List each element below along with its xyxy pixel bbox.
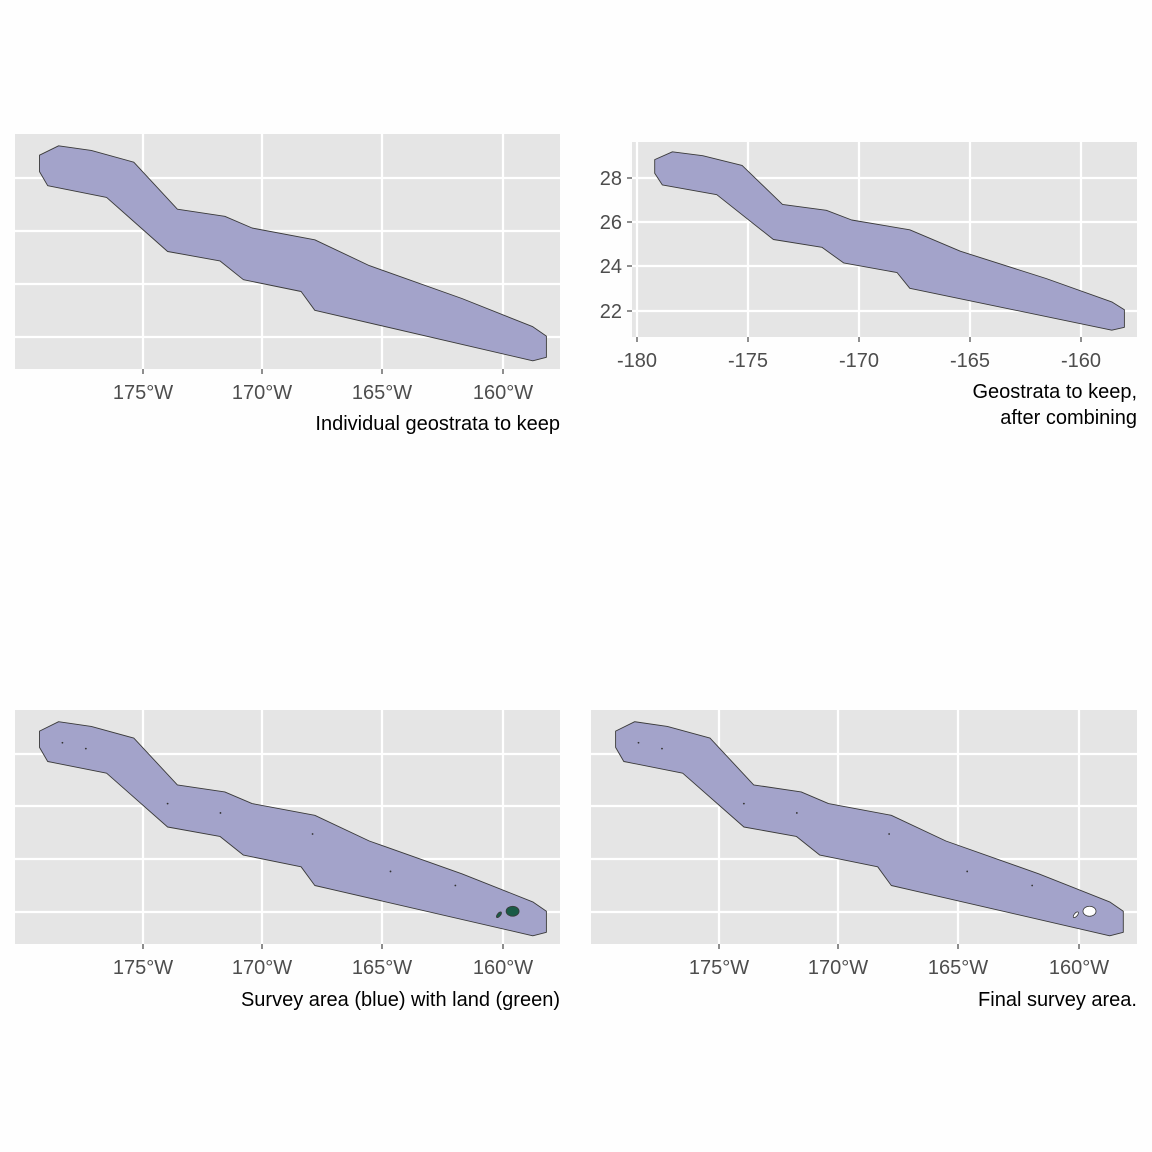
x-tick-label: 160°W xyxy=(1049,957,1109,979)
survey-area-polygon xyxy=(39,145,547,362)
islet-marker xyxy=(454,884,457,887)
panel-caption-line-2: after combining xyxy=(1000,407,1137,429)
map-panel-combined: -180 -175 -170 -165 -160 28 26 24 22 Geostrata to… xyxy=(600,142,1137,429)
x-tick-label: -180 xyxy=(617,350,657,372)
x-tick-label: -175 xyxy=(728,350,768,372)
x-tick-label: -165 xyxy=(950,350,990,372)
islet-marker xyxy=(219,812,222,814)
island-hole xyxy=(1072,911,1079,919)
islet-marker xyxy=(389,870,392,873)
panel-caption: Survey area (blue) with land (green) xyxy=(241,989,560,1011)
x-tick-label: 175°W xyxy=(113,957,173,979)
map-panel-individual: 175°W 170°W 165°W 160°W Individual geostrata… xyxy=(15,134,560,435)
panel-caption: Individual geostrata to keep xyxy=(315,413,560,435)
x-tick-label: 175°W xyxy=(689,957,749,979)
islet-marker xyxy=(61,741,64,744)
x-tick-label: 160°W xyxy=(473,957,533,979)
islet-marker xyxy=(742,802,745,805)
islet-marker xyxy=(84,747,87,750)
islet-marker xyxy=(1031,884,1034,887)
x-tick-label: 170°W xyxy=(232,957,292,979)
land-island xyxy=(505,905,520,917)
x-tick-label: -160 xyxy=(1061,350,1101,372)
islet-marker xyxy=(888,833,891,835)
islet-marker xyxy=(966,870,969,873)
islet-marker xyxy=(166,802,169,805)
y-tick-label: 22 xyxy=(600,301,622,323)
x-tick-label: 165°W xyxy=(928,957,988,979)
islet-marker xyxy=(637,741,640,744)
y-tick-label: 24 xyxy=(600,256,622,278)
x-tick-label: 165°W xyxy=(352,382,412,404)
map-panel-with-land: 175°W 170°W 165°W 160°W Survey area (blue) w… xyxy=(15,710,560,1011)
x-tick-label: 170°W xyxy=(232,382,292,404)
islet-marker xyxy=(311,833,314,835)
survey-area-polygon xyxy=(615,721,1124,937)
x-tick-label: 170°W xyxy=(808,957,868,979)
x-tick-label: 175°W xyxy=(113,382,173,404)
survey-area-polygon xyxy=(654,151,1125,331)
x-tick-label: -170 xyxy=(839,350,879,372)
x-tick-label: 165°W xyxy=(352,957,412,979)
panel-caption: Final survey area. xyxy=(978,989,1137,1011)
land-island xyxy=(495,911,502,919)
islet-marker xyxy=(795,812,798,814)
panel-caption: Geostrata to keep, xyxy=(972,381,1137,403)
x-tick-label: 160°W xyxy=(473,382,533,404)
map-panel-final: 175°W 170°W 165°W 160°W Final survey area. xyxy=(591,710,1137,1011)
island-hole xyxy=(1082,905,1097,917)
survey-area-polygon xyxy=(39,721,547,937)
y-tick-label: 28 xyxy=(600,168,622,190)
islet-marker xyxy=(661,747,663,750)
y-tick-label: 26 xyxy=(600,212,622,234)
